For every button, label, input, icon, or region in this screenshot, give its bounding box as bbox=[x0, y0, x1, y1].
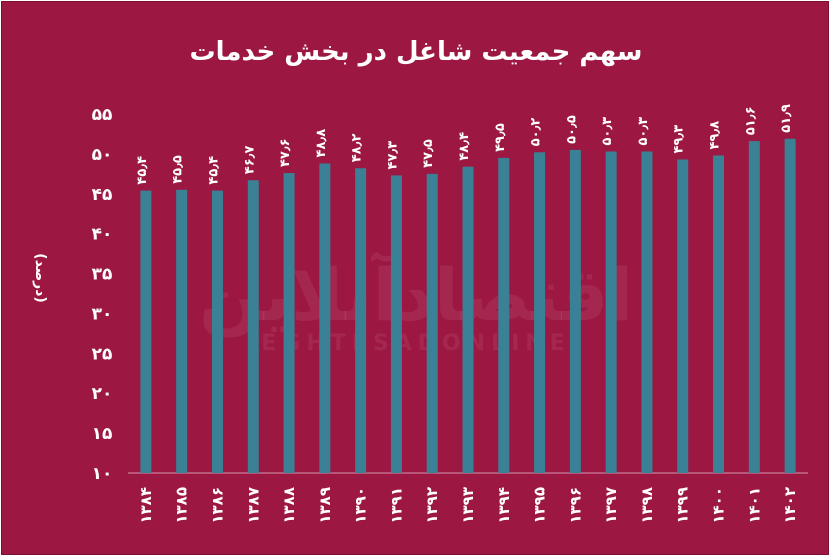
bar bbox=[390, 175, 402, 473]
bars bbox=[140, 138, 796, 474]
y-tick-label: ۱۰ bbox=[92, 464, 113, 484]
x-tick-label: ۱۳۹۶ bbox=[566, 487, 584, 524]
x-tick-label: ۱۳۹۰ bbox=[352, 487, 370, 524]
y-tick-label: ۲۵ bbox=[92, 344, 113, 364]
x-tick-label: ۱۳۸۶ bbox=[208, 487, 226, 524]
bar bbox=[140, 190, 152, 473]
data-label: ۴۵٫۵ bbox=[171, 155, 186, 184]
x-tick-label: ۱۳۹۷ bbox=[602, 487, 620, 524]
x-tick-label: ۱۳۸۵ bbox=[173, 487, 191, 524]
bar bbox=[283, 173, 295, 473]
y-axis-ticks: ۱۰ ۱۵ ۲۰ ۲۵ ۳۰ ۳۵ ۴۰ ۴۵ ۵۰ ۵۵ bbox=[92, 105, 113, 484]
bar bbox=[355, 168, 367, 473]
data-label: ۴۶٫۷ bbox=[242, 145, 257, 174]
y-tick-label: ۲۰ bbox=[92, 384, 113, 404]
bar bbox=[677, 159, 689, 473]
bar bbox=[176, 189, 188, 474]
bar bbox=[534, 152, 546, 473]
x-tick-label: ۱۴۰۰ bbox=[710, 487, 728, 524]
bar bbox=[641, 151, 653, 474]
x-tick-label: ۱۳۸۷ bbox=[244, 487, 262, 524]
x-tick-label: ۱۳۹۴ bbox=[495, 487, 513, 524]
bar bbox=[247, 180, 259, 473]
x-tick-label: ۱۳۹۵ bbox=[531, 487, 549, 524]
data-label: ۴۸٫۴ bbox=[457, 132, 472, 161]
data-label: ۵۱٫۶ bbox=[743, 106, 758, 135]
bar bbox=[462, 166, 474, 474]
value-labels: ۴۵٫۴ ۴۵٫۵ ۴۵٫۴ ۴۶٫۷ ۴۷٫۶ ۴۸٫۸ ۴۸٫۲ ۴۷٫۳ ۴۷٫۵ ۴۸٫۴… bbox=[135, 104, 794, 185]
bar bbox=[569, 149, 581, 473]
x-tick-label: ۱۳۹۱ bbox=[387, 487, 405, 524]
y-tick-label: ۵۵ bbox=[92, 105, 113, 125]
bar bbox=[498, 157, 510, 473]
bar bbox=[319, 163, 331, 473]
x-tick-label: ۱۳۸۹ bbox=[316, 487, 334, 524]
data-label: ۴۵٫۴ bbox=[206, 156, 221, 185]
y-tick-label: ۳۰ bbox=[92, 304, 113, 324]
bar bbox=[211, 190, 223, 473]
bar bbox=[713, 155, 725, 474]
data-label: ۵۰٫۵ bbox=[564, 115, 579, 144]
data-label: ۴۷٫۵ bbox=[421, 139, 436, 168]
data-label: ۴۸٫۸ bbox=[314, 129, 329, 158]
x-tick-label: ۱۳۸۴ bbox=[137, 487, 155, 524]
data-label: ۵۰٫۲ bbox=[529, 118, 544, 147]
y-tick-label: ۵۰ bbox=[92, 145, 113, 165]
x-axis-ticks: ۱۳۸۴ ۱۳۸۵ ۱۳۸۶ ۱۳۸۷ ۱۳۸۸ ۱۳۸۹ ۱۳۹۰ ۱۳۹۱ ۱۳۹۲ ۱۳۹۳… bbox=[137, 487, 799, 524]
data-label: ۴۵٫۴ bbox=[135, 156, 150, 185]
data-label: ۵۰٫۳ bbox=[600, 117, 615, 146]
y-tick-label: ۳۵ bbox=[92, 265, 113, 285]
bar bbox=[784, 138, 796, 473]
x-tick-label: ۱۴۰۲ bbox=[781, 487, 799, 524]
watermark-logo: اقتصادآنلاین bbox=[199, 251, 633, 338]
chart-title: سهم جمعیت شاغل در بخش خدمات bbox=[190, 37, 643, 67]
y-tick-label: ۴۵ bbox=[92, 185, 113, 205]
x-tick-label: ۱۴۰۱ bbox=[745, 487, 763, 524]
y-tick-label: ۴۰ bbox=[92, 225, 113, 245]
x-tick-label: ۱۳۹۹ bbox=[674, 487, 692, 524]
bar bbox=[605, 151, 617, 474]
data-label: ۴۹٫۳ bbox=[672, 125, 687, 154]
watermark-logo-sub: EGHTESADONLINE bbox=[261, 331, 570, 356]
data-label: ۴۹٫۸ bbox=[708, 121, 723, 150]
x-tick-label: ۱۳۹۲ bbox=[423, 487, 441, 524]
data-label: ۴۷٫۳ bbox=[385, 141, 400, 170]
y-axis-label: (درصد) bbox=[32, 253, 48, 303]
data-label: ۴۹٫۵ bbox=[493, 123, 508, 152]
x-tick-label: ۱۳۸۸ bbox=[280, 487, 298, 524]
bar bbox=[748, 141, 760, 473]
y-tick-label: ۱۵ bbox=[92, 424, 113, 444]
x-tick-label: ۱۳۹۳ bbox=[459, 487, 477, 524]
data-label: ۵۰٫۳ bbox=[636, 117, 651, 146]
data-label: ۴۷٫۶ bbox=[278, 138, 293, 167]
data-label: ۴۸٫۲ bbox=[350, 134, 365, 163]
bar bbox=[426, 173, 438, 474]
x-tick-label: ۱۳۹۸ bbox=[638, 487, 656, 524]
data-label: ۵۱٫۹ bbox=[779, 104, 794, 133]
